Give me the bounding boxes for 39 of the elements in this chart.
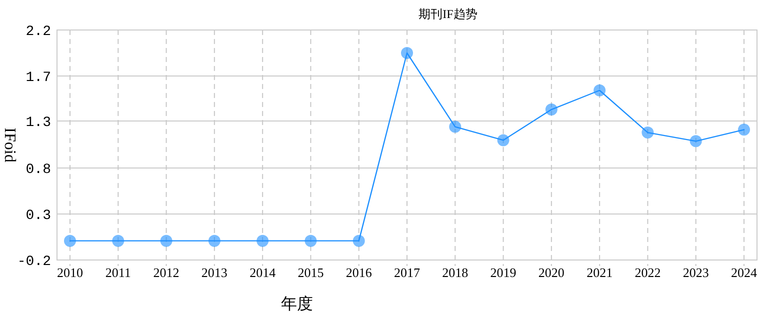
- x-tick-label: 2023: [682, 265, 709, 280]
- x-tick-label: 2024: [731, 265, 758, 280]
- point: [545, 104, 558, 116]
- point: [208, 234, 220, 247]
- point: [449, 120, 462, 133]
- x-tick-label: 2011: [105, 265, 131, 280]
- point: [160, 234, 172, 247]
- point: [738, 124, 750, 136]
- x-tick-label: 2015: [298, 265, 324, 280]
- point: [642, 126, 654, 139]
- point: [112, 234, 124, 247]
- x-tick-label: 2014: [250, 265, 276, 280]
- point: [497, 134, 510, 146]
- chart-title: 期刊IF趋势: [418, 7, 478, 21]
- point: [401, 47, 413, 59]
- point: [352, 234, 365, 247]
- x-tick-label: 2010: [57, 265, 83, 280]
- y-tick-label: 1.3: [26, 115, 51, 132]
- y-tick-label: 0.8: [26, 162, 51, 178]
- point: [64, 234, 76, 247]
- x-tick-label: 2017: [394, 265, 420, 280]
- x-tick-label: 2018: [442, 265, 468, 280]
- point: [256, 234, 269, 247]
- y-tick-label: 2.2: [26, 24, 51, 40]
- y-tick-label: 1.7: [26, 70, 51, 86]
- x-tick-label: 2012: [153, 265, 180, 280]
- x-tick-label: 2019: [490, 265, 516, 280]
- x-tick-label: 2016: [346, 265, 372, 280]
- x-tick-label: 2013: [201, 265, 228, 280]
- y-tick-label: -0.2: [17, 254, 51, 270]
- point: [304, 234, 317, 247]
- y-tick-label: 0.3: [26, 208, 51, 224]
- x-tick-label: 2021: [586, 265, 613, 280]
- point: [690, 135, 702, 148]
- x-tick-label: 2020: [538, 265, 564, 280]
- x-axis-title: 年度: [281, 295, 313, 313]
- y-axis-title: IFoid: [1, 128, 18, 162]
- x-tick-label: 2022: [634, 265, 661, 280]
- point: [594, 84, 606, 96]
